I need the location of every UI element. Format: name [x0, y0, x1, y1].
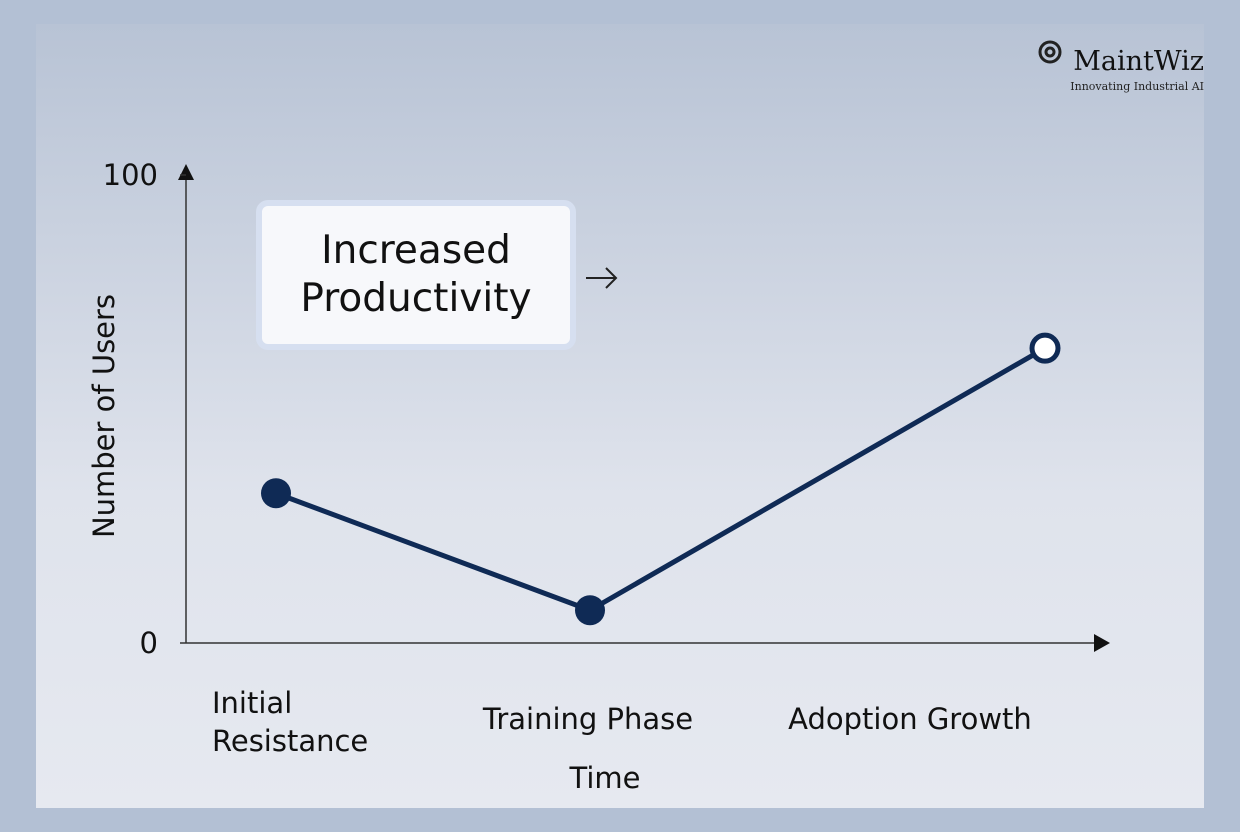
annotation-arrow [586, 267, 618, 289]
x-tick-label: Initial Resistance [212, 686, 369, 758]
x-axis-label: Time [569, 761, 641, 795]
point-marker [575, 595, 605, 626]
point-marker [1029, 332, 1061, 364]
panel [36, 24, 1204, 808]
y-tick-label: 0 [140, 626, 158, 660]
x-axis-arrow [1094, 634, 1110, 652]
line [275, 345, 1047, 613]
y-axis-arrow [178, 164, 194, 180]
logo-icon [1038, 40, 1062, 64]
x-tick-label: Training Phase [482, 702, 694, 736]
point-marker [261, 478, 291, 509]
logo-tagline: Innovating Industrial AI [1070, 80, 1204, 93]
y-axis-label: Number of Users [87, 294, 121, 538]
annotation: Increased Productivity [256, 200, 576, 350]
x-tick-label: Adoption Growth [788, 702, 1032, 736]
logo-name: MaintWiz [1073, 46, 1204, 77]
y-tick-label: 100 [103, 158, 158, 192]
